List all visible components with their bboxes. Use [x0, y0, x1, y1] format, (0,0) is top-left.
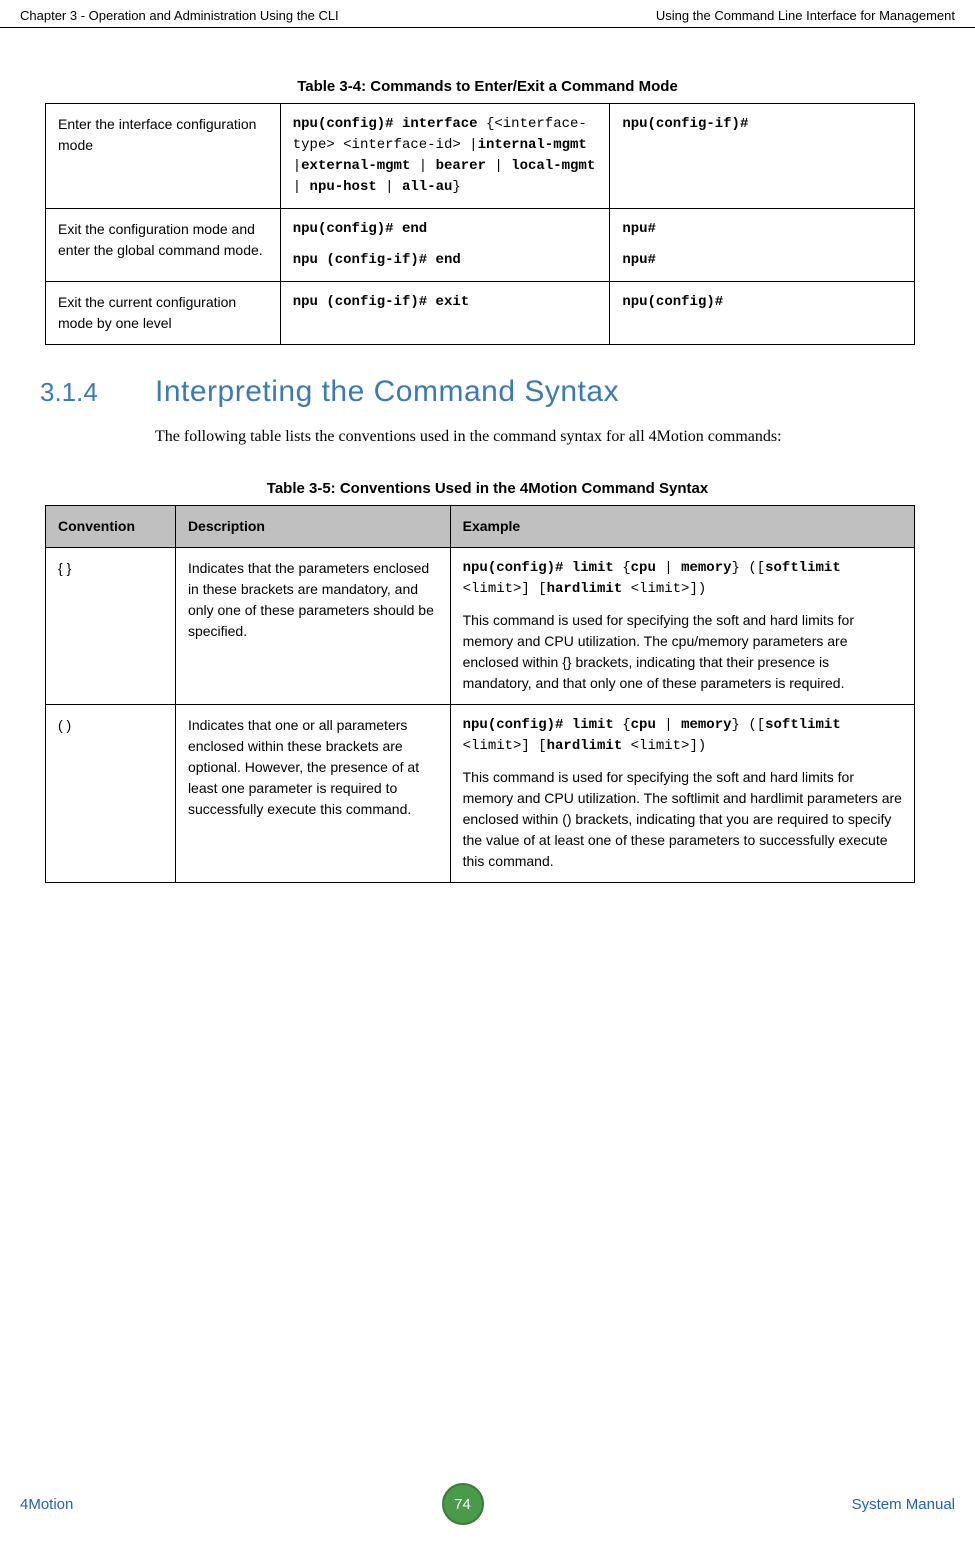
cell-command: npu(config)# end npu (config-if)# end	[280, 209, 610, 282]
cell-prompt: npu(config)#	[610, 282, 915, 345]
cell-description: Exit the configuration mode and enter th…	[46, 209, 281, 282]
table-header-row: Convention Description Example	[46, 505, 915, 547]
table-row: { } Indicates that the parameters enclos…	[46, 547, 915, 704]
cell-command: npu (config-if)# exit	[280, 282, 610, 345]
cell-description: Indicates that one or all parameters enc…	[175, 704, 450, 882]
table-row: Exit the current configuration mode by o…	[46, 282, 915, 345]
section-body: The following table lists the convention…	[155, 424, 935, 450]
conventions-table: Convention Description Example { } Indic…	[45, 505, 915, 883]
footer-product: 4Motion	[20, 1496, 73, 1513]
commands-table: Enter the interface configuration mode n…	[45, 103, 915, 345]
table2-caption: Table 3-5: Conventions Used in the 4Moti…	[40, 480, 935, 497]
page-footer: 4Motion 74 System Manual	[0, 1483, 975, 1525]
cell-description: Exit the current configuration mode by o…	[46, 282, 281, 345]
table-row: ( ) Indicates that one or all parameters…	[46, 704, 915, 882]
col-example: Example	[450, 505, 914, 547]
cell-command: npu(config)# interface {<interface-type>…	[280, 104, 610, 209]
page-content: Table 3-4: Commands to Enter/Exit a Comm…	[0, 28, 975, 883]
cell-convention: { }	[46, 547, 176, 704]
table-row: Enter the interface configuration mode n…	[46, 104, 915, 209]
cell-convention: ( )	[46, 704, 176, 882]
col-convention: Convention	[46, 505, 176, 547]
cell-prompt: npu(config-if)#	[610, 104, 915, 209]
cell-description: Indicates that the parameters enclosed i…	[175, 547, 450, 704]
cell-example: npu(config)# limit {cpu | memory} ([soft…	[450, 547, 914, 704]
section-number: 3.1.4	[40, 377, 155, 408]
table1-caption: Table 3-4: Commands to Enter/Exit a Comm…	[40, 78, 935, 95]
header-right: Using the Command Line Interface for Man…	[656, 8, 955, 23]
section-title: Interpreting the Command Syntax	[155, 375, 619, 409]
footer-manual: System Manual	[852, 1496, 955, 1513]
section-heading: 3.1.4 Interpreting the Command Syntax	[40, 375, 935, 409]
cell-example: npu(config)# limit {cpu | memory} ([soft…	[450, 704, 914, 882]
table-row: Exit the configuration mode and enter th…	[46, 209, 915, 282]
col-description: Description	[175, 505, 450, 547]
page-number-badge: 74	[442, 1483, 484, 1525]
page-header: Chapter 3 - Operation and Administration…	[0, 0, 975, 28]
header-left: Chapter 3 - Operation and Administration…	[20, 8, 339, 23]
cell-prompt: npu# npu#	[610, 209, 915, 282]
cell-description: Enter the interface configuration mode	[46, 104, 281, 209]
